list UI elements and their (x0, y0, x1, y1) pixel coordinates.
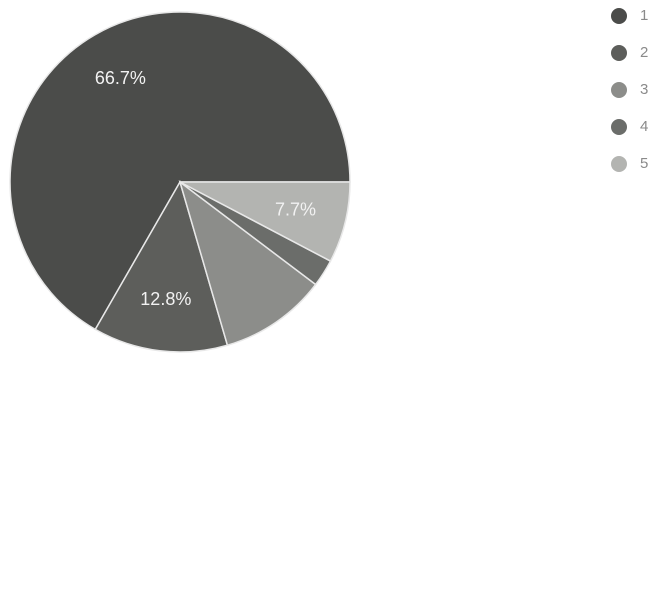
legend-label: 1 (640, 7, 648, 24)
legend-label: 4 (640, 118, 648, 135)
legend-label: 3 (640, 81, 648, 98)
pie-slice (9, 11, 351, 331)
legend-label: 5 (640, 155, 648, 172)
pie-slice (94, 180, 229, 353)
pie-slice (178, 180, 317, 347)
legend-marker (611, 8, 627, 24)
legend-marker (611, 45, 627, 61)
legend-marker (611, 119, 627, 135)
slice-label: 7.7% (275, 199, 316, 219)
legend-label: 2 (640, 44, 648, 61)
legend-marker (611, 156, 627, 172)
slice-label: 12.8% (140, 289, 191, 309)
legend-marker (611, 82, 627, 98)
pie-slice (179, 181, 351, 263)
slice-label: 66.7% (95, 68, 146, 88)
